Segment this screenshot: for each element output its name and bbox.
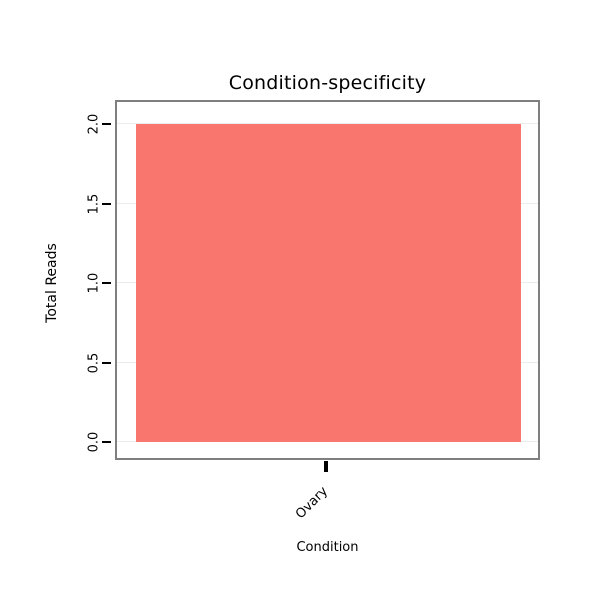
y-tick-mark (102, 123, 111, 125)
y-axis-title: Total Reads (44, 243, 60, 323)
plot-inner (117, 123, 538, 442)
x-tick-mark (324, 461, 328, 472)
plot-area (115, 100, 540, 460)
gridline (117, 123, 538, 124)
bar-ovary (135, 124, 522, 442)
x-tick-label: Ovary (292, 483, 332, 523)
y-tick-label: 0.5 (86, 352, 102, 373)
y-tick-mark (102, 202, 111, 205)
y-tick-mark (102, 441, 111, 443)
y-tick-label: 2.0 (86, 113, 102, 135)
y-tick-label: 0.0 (86, 431, 102, 453)
y-tick-mark (102, 361, 111, 364)
x-axis-title: Condition (296, 540, 359, 555)
y-tick-mark (102, 282, 111, 284)
y-tick-label: 1.0 (86, 272, 102, 294)
y-tick-label: 1.5 (86, 193, 102, 214)
y-axis: 0.0 0.5 1.0 1.5 2.0 (0, 114, 113, 452)
chart-title: Condition-specificity (228, 72, 427, 94)
